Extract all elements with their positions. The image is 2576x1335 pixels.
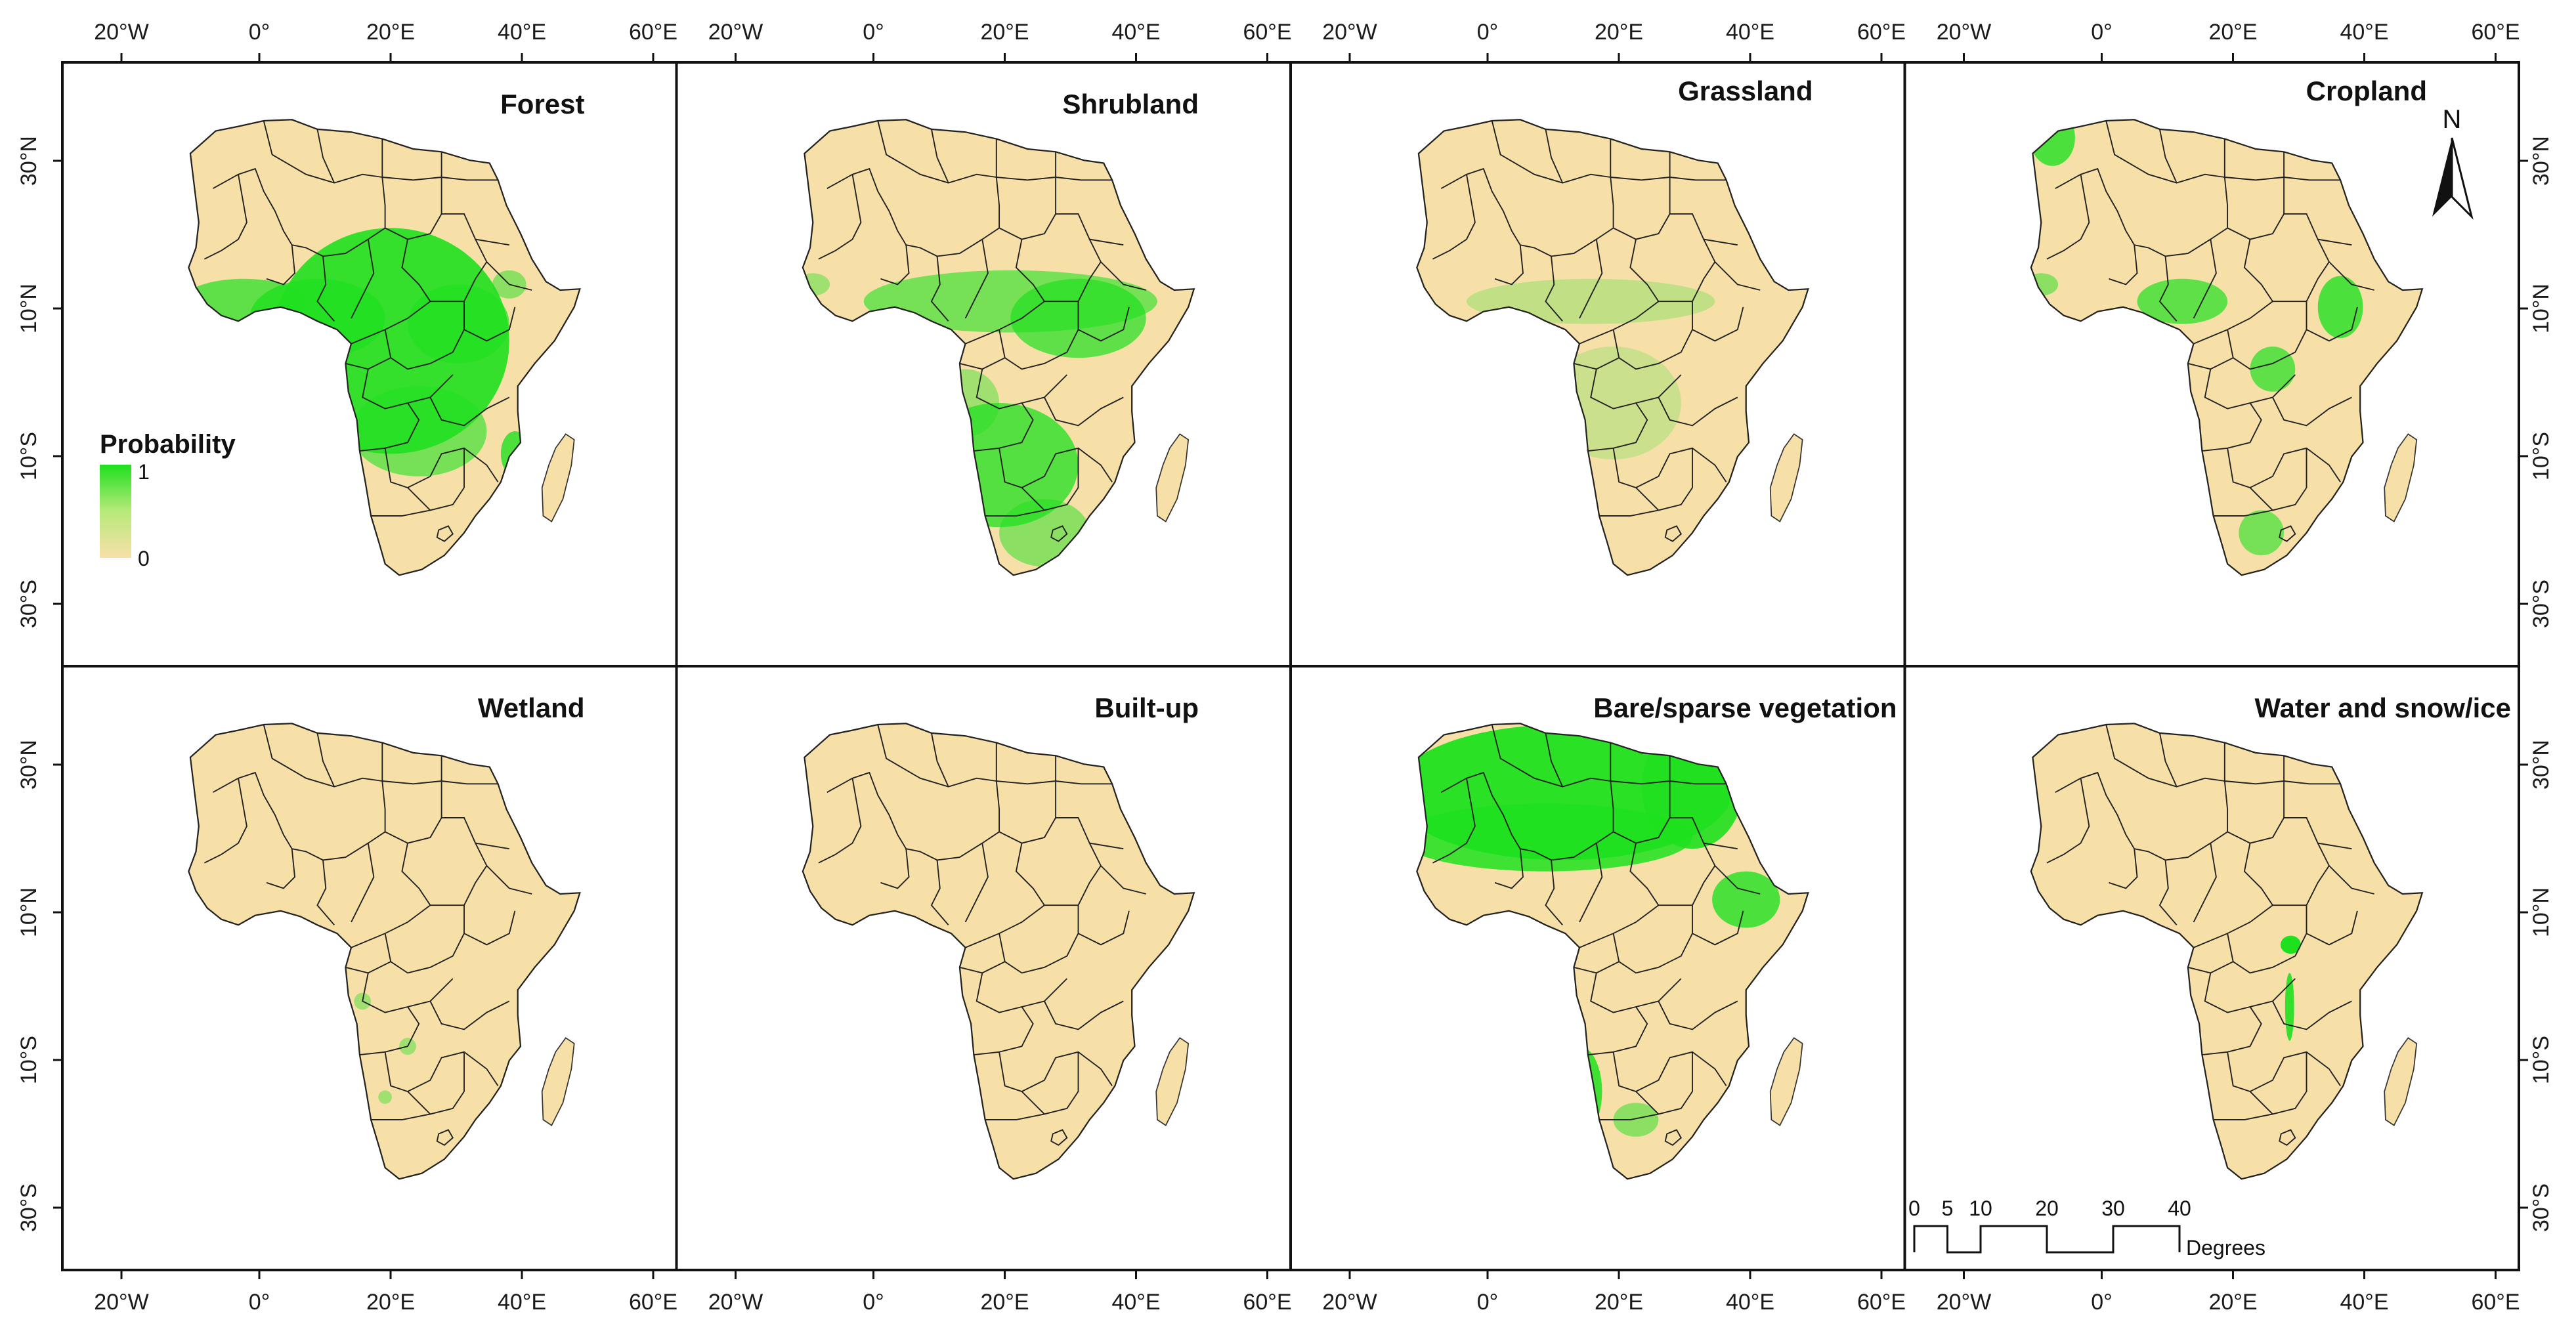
x-tick-label: 40°E <box>1726 20 1774 45</box>
x-tick-label: 20°W <box>708 1290 763 1315</box>
x-tick-label: 20°E <box>1595 20 1643 45</box>
probability-fill <box>2280 935 2301 1041</box>
x-tick-label: 20°E <box>1595 1290 1643 1315</box>
x-tick-label: 40°E <box>2340 1290 2388 1315</box>
panel-title: Forest <box>500 89 584 119</box>
scale-bar-segments <box>1913 1225 2181 1254</box>
x-tick-label: 20°E <box>2208 20 2257 45</box>
x-tick-label: 20°W <box>1937 20 1992 45</box>
x-tick-label: 60°E <box>2471 1290 2520 1315</box>
x-tick-label: 20°W <box>94 20 149 45</box>
x-tick-label: 60°E <box>1857 1290 1906 1315</box>
y-tick-label: 30°N <box>2529 740 2554 790</box>
panel-grassland: Grassland <box>1289 61 1906 668</box>
x-tick-label: 60°E <box>1243 1290 1291 1315</box>
x-tick-label: 0° <box>2091 1290 2113 1315</box>
panel-title: Bare/sparse vegetation <box>1593 692 1897 723</box>
panel-title: Water and snow/ice <box>2254 692 2511 723</box>
x-tick-label: 20°E <box>366 20 415 45</box>
panel-cropland: Cropland <box>1903 61 2520 668</box>
x-tick-label: 60°E <box>2471 20 2520 45</box>
x-tick-label: 0° <box>249 1290 270 1315</box>
x-tick-label: 40°E <box>1726 1290 1774 1315</box>
x-tick-label: 40°E <box>1111 20 1160 45</box>
panel-title: Grassland <box>1678 75 1813 106</box>
x-tick-label: 20°E <box>2208 1290 2257 1315</box>
africa-map <box>188 723 581 1180</box>
x-tick-label: 60°E <box>1243 20 1291 45</box>
legend-title: Probability <box>100 430 236 459</box>
x-tick-label: 60°E <box>629 20 677 45</box>
north-label: N <box>2443 105 2462 134</box>
x-tick-label: 0° <box>1477 20 1499 45</box>
x-tick-label: 20°E <box>980 1290 1029 1315</box>
panel-title: Shrubland <box>1062 89 1199 119</box>
scale-bar-label: 10 <box>1969 1197 1992 1220</box>
x-tick-label: 20°W <box>94 1290 149 1315</box>
scale-bar-label: 30 <box>2101 1197 2125 1220</box>
y-tick-label: 10°N <box>2529 284 2554 333</box>
y-tick-label: 30°S <box>2529 580 2554 628</box>
y-tick-label: 10°N <box>16 887 41 937</box>
y-tick-label: 30°N <box>16 136 41 186</box>
x-tick-label: 40°E <box>498 1290 546 1315</box>
x-tick-label: 40°E <box>498 20 546 45</box>
scale-bar-label: 5 <box>1942 1197 1954 1220</box>
legend-max-label: 1 <box>138 460 150 484</box>
scale-bar-label: 40 <box>2168 1197 2191 1220</box>
y-tick-label: 10°N <box>2529 887 2554 937</box>
y-tick-label: 10°S <box>16 1036 41 1084</box>
scale-bar-label: 20 <box>2035 1197 2059 1220</box>
x-tick-label: 0° <box>1477 1290 1499 1315</box>
scale-bar-label: 0 <box>1908 1197 1920 1220</box>
panel-wetland: Wetland <box>61 665 678 1271</box>
africa-map <box>2030 119 2423 576</box>
africa-map <box>1416 723 1809 1180</box>
scale-bar-unit: Degrees <box>2186 1236 2265 1260</box>
x-tick-label: 0° <box>863 1290 884 1315</box>
y-tick-label: 10°N <box>16 284 41 333</box>
y-tick-label: 10°S <box>2529 432 2554 480</box>
legend-min-label: 0 <box>138 547 150 570</box>
x-tick-label: 20°E <box>366 1290 415 1315</box>
panel-title: Built-up <box>1094 692 1199 723</box>
scale-bar: 0 5 10 20 30 40 Degrees <box>1908 1197 2265 1260</box>
x-tick-label: 60°E <box>629 1290 677 1315</box>
x-tick-label: 60°E <box>1857 20 1906 45</box>
x-tick-label: 0° <box>2091 20 2113 45</box>
y-tick-label: 30°S <box>16 1183 41 1232</box>
legend-colorbar <box>100 465 131 558</box>
y-tick-label: 30°N <box>16 740 41 790</box>
panel-forest: Forest <box>61 61 678 668</box>
panel-water: Water and snow/ice <box>1903 665 2520 1271</box>
north-arrow-right <box>2451 137 2474 220</box>
x-tick-label: 40°E <box>2340 20 2388 45</box>
x-tick-label: 0° <box>249 20 270 45</box>
y-tick-label: 10°S <box>2529 1036 2554 1084</box>
north-arrow-left <box>2432 138 2452 217</box>
y-tick-label: 10°S <box>16 432 41 480</box>
north-arrow: N <box>2432 105 2474 220</box>
panel-builtup: Built-up <box>675 665 1292 1271</box>
panel-title: Wetland <box>478 692 585 723</box>
panel-title: Cropland <box>2306 75 2427 106</box>
probability-fill <box>2030 119 2363 556</box>
x-tick-label: 20°W <box>1322 1290 1377 1315</box>
africa-map <box>2030 723 2423 1180</box>
y-tick-label: 30°S <box>2529 1183 2554 1232</box>
panel-shrubland: Shrubland <box>675 61 1292 668</box>
x-tick-label: 0° <box>863 20 884 45</box>
x-tick-label: 20°W <box>1322 20 1377 45</box>
x-tick-label: 20°W <box>1937 1290 1992 1315</box>
x-tick-label: 20°E <box>980 20 1029 45</box>
panel-bare: Bare/sparse vegetation <box>1289 665 1906 1271</box>
y-tick-label: 30°N <box>2529 136 2554 186</box>
x-tick-label: 40°E <box>1111 1290 1160 1315</box>
y-tick-label: 30°S <box>16 580 41 628</box>
x-tick-label: 20°W <box>708 20 763 45</box>
